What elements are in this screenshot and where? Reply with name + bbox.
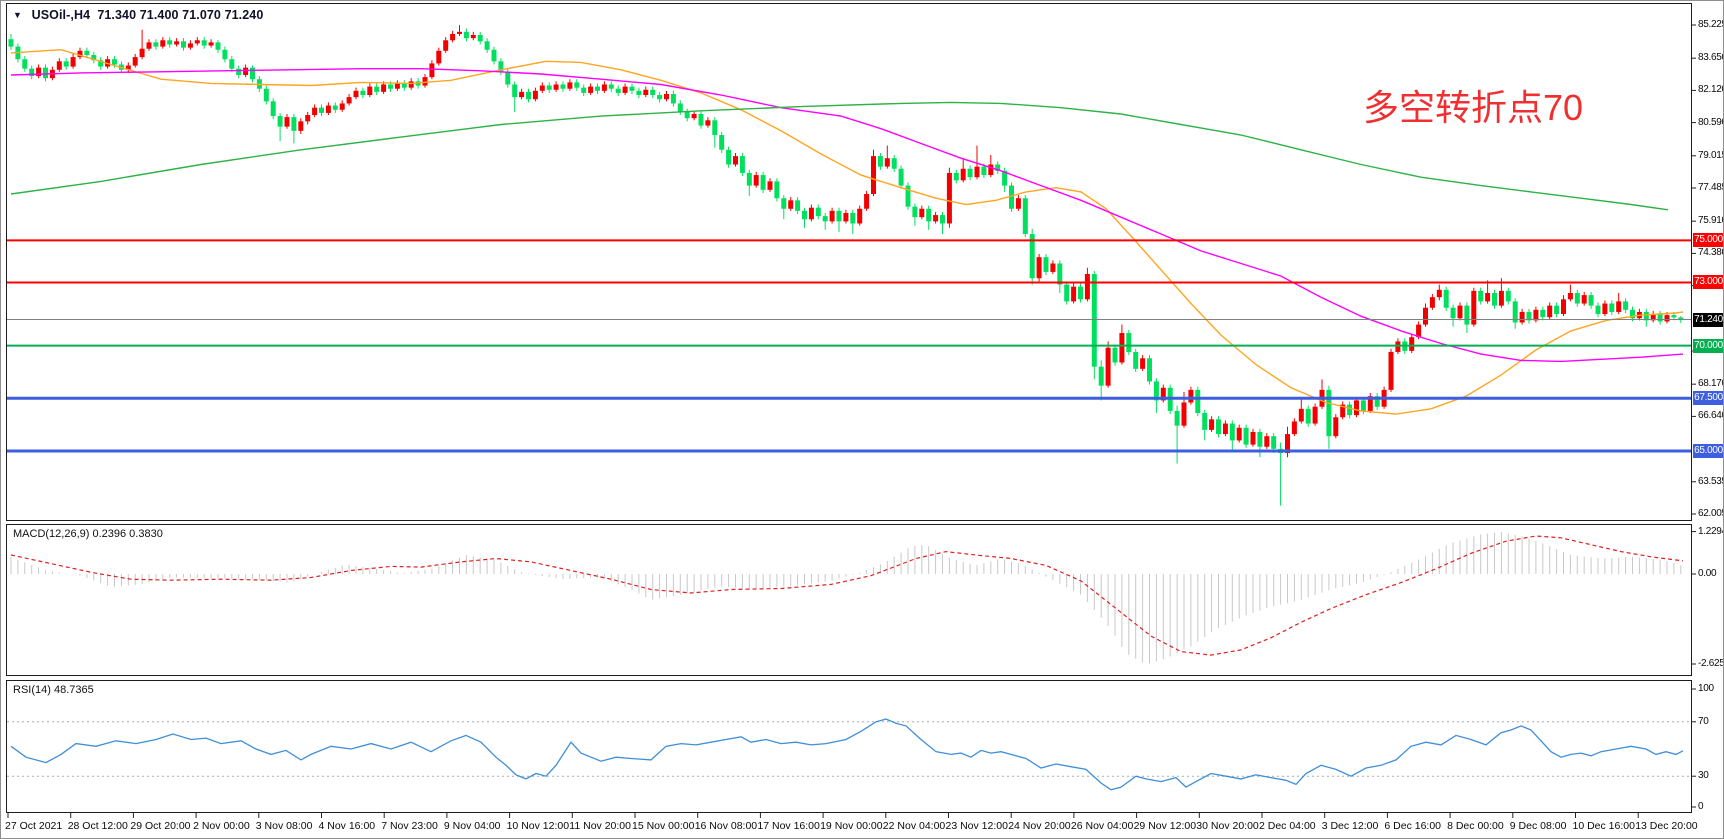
time-axis-label: 4 Nov 16:00 — [318, 820, 376, 832]
rsi-label: RSI(14) 48.7365 — [13, 684, 94, 696]
quote-open: 71.340 — [97, 8, 137, 22]
time-axis-label: 15 Nov 00:00 — [632, 820, 695, 832]
time-axis-label: 19 Nov 00:00 — [820, 820, 883, 832]
time-axis-label: 16 Nov 08:00 — [694, 820, 758, 832]
price-tick-label: 75.910 — [1698, 215, 1724, 227]
quote-header: ▼ USOil-,H4 71.340 71.400 71.070 71.240 — [13, 8, 263, 22]
time-axis-label: 2 Dec 04:00 — [1259, 820, 1316, 832]
price-tick-label: 63.535 — [1698, 475, 1724, 487]
time-axis-label: 10 Nov 12:00 — [506, 820, 570, 832]
quote-low: 71.070 — [182, 8, 221, 22]
time-axis-label: 23 Nov 12:00 — [945, 820, 1008, 832]
price-tick-label: 82.120 — [1698, 84, 1724, 96]
time-axis-label: 29 Oct 20:00 — [130, 820, 191, 832]
time-axis-label: 6 Dec 16:00 — [1384, 820, 1442, 832]
time-axis-label: 30 Nov 20:00 — [1196, 820, 1259, 832]
price-tick-label: 85.225 — [1698, 19, 1724, 30]
time-axis-label: 7 Nov 23:00 — [381, 820, 438, 832]
time-axis-label: 27 Oct 2021 — [5, 820, 63, 832]
trend-annotation: 多空转折点70 — [1363, 87, 1584, 128]
time-axis-label: 29 Nov 12:00 — [1133, 820, 1197, 832]
price-badge: 75.000 — [1693, 233, 1723, 248]
price-tick-label: 77.485 — [1698, 182, 1724, 193]
price-tick-label: 66.640 — [1698, 410, 1724, 422]
time-axis-label: 24 Nov 20:00 — [1008, 820, 1071, 832]
time-axis-label: 17 Nov 16:00 — [757, 820, 820, 832]
time-axis-label: 9 Dec 08:00 — [1509, 820, 1567, 832]
price-badge: 70.000 — [1693, 338, 1723, 353]
price-tick-label: 68.170 — [1698, 378, 1724, 390]
price-badge: 73.000 — [1693, 275, 1723, 290]
time-axis-label: 26 Nov 04:00 — [1070, 820, 1134, 832]
time-axis-label: 10 Dec 16:00 — [1572, 820, 1635, 832]
quote-high: 71.400 — [139, 8, 179, 22]
rsi-panel[interactable] — [6, 680, 1692, 813]
time-axis-label: 2 Nov 00:00 — [193, 820, 250, 832]
price-tick-label: 80.590 — [1698, 116, 1724, 128]
indicator-axis-label: 0 — [1698, 801, 1704, 812]
quote-symbol: USOil-,H4 — [31, 8, 91, 22]
price-badge: 67.500 — [1693, 391, 1723, 406]
time-axis-label: 11 Nov 20:00 — [569, 820, 631, 832]
indicator-axis-label: 70 — [1698, 715, 1709, 727]
quote-close: 71.240 — [224, 8, 264, 22]
time-axis-label: 22 Nov 04:00 — [882, 820, 946, 832]
indicator-axis-label: 0.00 — [1698, 568, 1717, 579]
time-axis-label: 13 Dec 20:00 — [1635, 820, 1698, 832]
indicator-axis-label: 30 — [1698, 770, 1709, 782]
price-tick-label: 62.005 — [1698, 508, 1724, 519]
symbol-dropdown-icon[interactable]: ▼ — [13, 10, 23, 20]
time-axis-label: 3 Dec 12:00 — [1321, 820, 1379, 832]
time-axis-label: 8 Dec 00:00 — [1447, 820, 1504, 832]
time-axis-label: 28 Oct 12:00 — [67, 820, 128, 832]
price-badge: 65.000 — [1693, 443, 1723, 458]
price-tick-label: 83.650 — [1698, 52, 1724, 64]
indicator-axis-label: 1.2294 — [1698, 525, 1724, 537]
price-tick-label: 74.380 — [1698, 247, 1724, 259]
price-badge: 71.240 — [1693, 312, 1723, 327]
time-axis-label: 9 Nov 04:00 — [443, 820, 501, 832]
time-axis-label: 3 Nov 08:00 — [255, 820, 313, 832]
macd-panel[interactable] — [6, 524, 1692, 676]
price-tick-label: 79.015 — [1698, 149, 1724, 161]
indicator-axis-label: -2.6252 — [1698, 658, 1723, 669]
indicator-axis-label: 100 — [1698, 683, 1714, 694]
macd-label: MACD(12,26,9) 0.2396 0.3830 — [13, 528, 163, 540]
